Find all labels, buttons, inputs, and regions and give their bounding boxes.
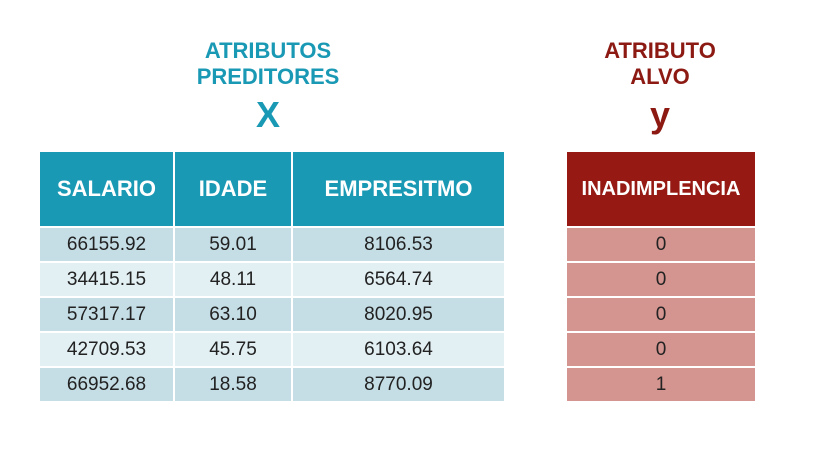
- empresitmo-cell: 8770.09: [292, 366, 504, 401]
- table-row: 0: [567, 226, 755, 262]
- idade-cell: 48.11: [174, 261, 293, 297]
- table-row: 0: [567, 331, 755, 367]
- salario-cell: 57317.17: [40, 296, 175, 332]
- target-header-row: INADIMPLENCIA: [567, 152, 755, 227]
- column-header-salario: SALARIO: [40, 152, 175, 227]
- inadimplencia-cell: 0: [567, 296, 755, 332]
- predictor-symbol: X: [255, 93, 280, 135]
- idade-cell: 63.10: [174, 296, 293, 332]
- predictor-heading-line1: ATRIBUTOS: [204, 38, 332, 63]
- salario-cell: 66952.68: [40, 366, 175, 401]
- empresitmo-cell: 6103.64: [292, 331, 504, 367]
- column-header-idade: IDADE: [174, 152, 293, 227]
- inadimplencia-cell: 0: [567, 226, 755, 262]
- table-row: 57317.17 63.10 8020.95: [40, 296, 504, 332]
- inadimplencia-cell: 0: [567, 331, 755, 367]
- target-symbol: y: [649, 93, 671, 135]
- inadimplencia-cell: 0: [567, 261, 755, 297]
- salario-cell: 34415.15: [40, 261, 175, 297]
- predictors-header-row: SALARIO IDADE EMPRESITMO: [40, 152, 504, 227]
- table-row: 42709.53 45.75 6103.64: [40, 331, 504, 367]
- predictor-heading-line2: PREDITORES: [196, 64, 340, 90]
- table-row: 66952.68 18.58 8770.09: [40, 366, 504, 401]
- empresitmo-cell: 6564.74: [292, 261, 504, 297]
- empresitmo-cell: 8106.53: [292, 226, 504, 262]
- target-attribute-heading: ATRIBUTO ALVO y: [565, 38, 755, 136]
- table-row: 0: [567, 296, 755, 332]
- inadimplencia-cell: 1: [567, 366, 755, 401]
- target-table: INADIMPLENCIA 0 0 0 0 1: [567, 152, 755, 401]
- table-row: 66155.92 59.01 8106.53: [40, 226, 504, 262]
- predictors-table: SALARIO IDADE EMPRESITMO 66155.92 59.01 …: [40, 152, 504, 401]
- table-row: 1: [567, 366, 755, 401]
- idade-cell: 45.75: [174, 331, 293, 367]
- empresitmo-cell: 8020.95: [292, 296, 504, 332]
- table-row: 0: [567, 261, 755, 297]
- idade-cell: 59.01: [174, 226, 293, 262]
- table-row: 34415.15 48.11 6564.74: [40, 261, 504, 297]
- predictor-attributes-heading: ATRIBUTOS PREDITORES X: [168, 38, 368, 136]
- salario-cell: 42709.53: [40, 331, 175, 367]
- salario-cell: 66155.92: [40, 226, 175, 262]
- column-header-empresitmo: EMPRESITMO: [292, 152, 504, 227]
- column-header-inadimplencia: INADIMPLENCIA: [567, 152, 755, 227]
- idade-cell: 18.58: [174, 366, 293, 401]
- target-heading-line2: ALVO: [630, 64, 690, 90]
- target-heading-line1: ATRIBUTO: [604, 38, 716, 63]
